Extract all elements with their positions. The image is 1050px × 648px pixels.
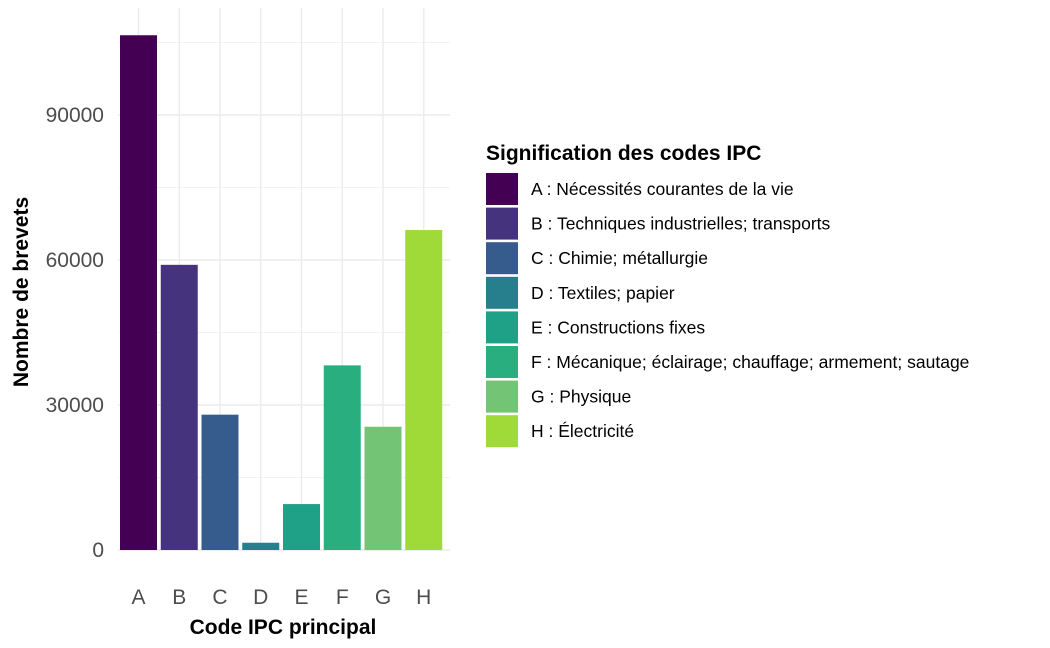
bar-H [405, 230, 443, 551]
legend-label: H : Électricité [531, 421, 634, 441]
bar-F [323, 365, 361, 550]
legend-key [486, 311, 518, 344]
x-tick-label: F [336, 586, 349, 609]
x-tick-label: G [375, 586, 391, 609]
legend-label: E : Constructions fixes [531, 317, 705, 337]
legend: Signification des codes IPC A : Nécessit… [486, 142, 969, 448]
bar-B [160, 264, 198, 550]
x-tick-label: H [416, 586, 431, 609]
legend-key [486, 242, 518, 275]
bar-C [201, 414, 239, 550]
legend-key [486, 276, 518, 309]
bar-G [364, 426, 402, 550]
legend-label: G : Physique [531, 387, 631, 407]
x-tick-label: B [172, 586, 186, 609]
y-tick-label: 30000 [46, 394, 104, 417]
bar-E [283, 504, 320, 550]
x-axis-title: Code IPC principal [190, 616, 377, 639]
legend-label: C : Chimie; métallurgie [531, 248, 708, 268]
y-axis-title: Nombre de brevets [10, 197, 33, 387]
legend-label: A : Nécessités courantes de la vie [531, 179, 794, 199]
legend-key [486, 173, 518, 205]
x-axis-ticks: A B C D E F G H [131, 586, 431, 609]
y-tick-label: 0 [92, 539, 104, 562]
x-tick-label: C [212, 586, 227, 609]
legend-label: D : Textiles; papier [531, 283, 675, 303]
y-tick-label: 60000 [46, 249, 104, 272]
legend-label: F : Mécanique; éclairage; chauffage; arm… [531, 352, 969, 372]
bar-D [242, 542, 280, 550]
x-tick-label: E [294, 586, 308, 609]
legend-key [486, 346, 518, 378]
y-tick-label: 90000 [46, 104, 104, 127]
x-tick-label: D [253, 586, 268, 609]
legend-key [486, 415, 518, 448]
legend-key [486, 380, 518, 413]
x-tick-label: A [131, 586, 145, 609]
bar-A [120, 35, 157, 550]
legend-key [486, 207, 518, 240]
legend-title: Signification des codes IPC [486, 142, 761, 165]
bars [120, 35, 443, 551]
legend-label: B : Techniques industrielles; transports [531, 214, 831, 234]
y-axis-ticks: 0 30000 60000 90000 [46, 104, 104, 562]
